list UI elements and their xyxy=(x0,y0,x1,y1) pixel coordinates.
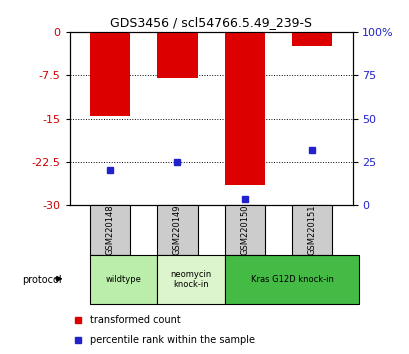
Bar xyxy=(291,32,332,46)
Bar xyxy=(157,32,197,78)
Text: percentile rank within the sample: percentile rank within the sample xyxy=(89,335,254,345)
Bar xyxy=(90,32,130,116)
Text: GSM220151: GSM220151 xyxy=(307,205,316,255)
Title: GDS3456 / scl54766.5.49_239-S: GDS3456 / scl54766.5.49_239-S xyxy=(110,16,311,29)
Bar xyxy=(291,205,332,255)
Text: Kras G12D knock-in: Kras G12D knock-in xyxy=(250,275,333,284)
Text: wildtype: wildtype xyxy=(106,275,141,284)
Bar xyxy=(224,205,264,255)
Bar xyxy=(224,255,358,304)
Bar xyxy=(90,205,130,255)
Text: neomycin
knock-in: neomycin knock-in xyxy=(170,270,211,289)
Text: GSM220148: GSM220148 xyxy=(106,205,115,256)
Text: GSM220150: GSM220150 xyxy=(240,205,249,255)
Bar xyxy=(224,32,264,185)
Text: protocol: protocol xyxy=(22,275,61,285)
Bar xyxy=(90,255,157,304)
Bar xyxy=(157,205,197,255)
Text: transformed count: transformed count xyxy=(89,315,180,325)
Bar xyxy=(157,255,224,304)
Text: GSM220149: GSM220149 xyxy=(173,205,182,255)
